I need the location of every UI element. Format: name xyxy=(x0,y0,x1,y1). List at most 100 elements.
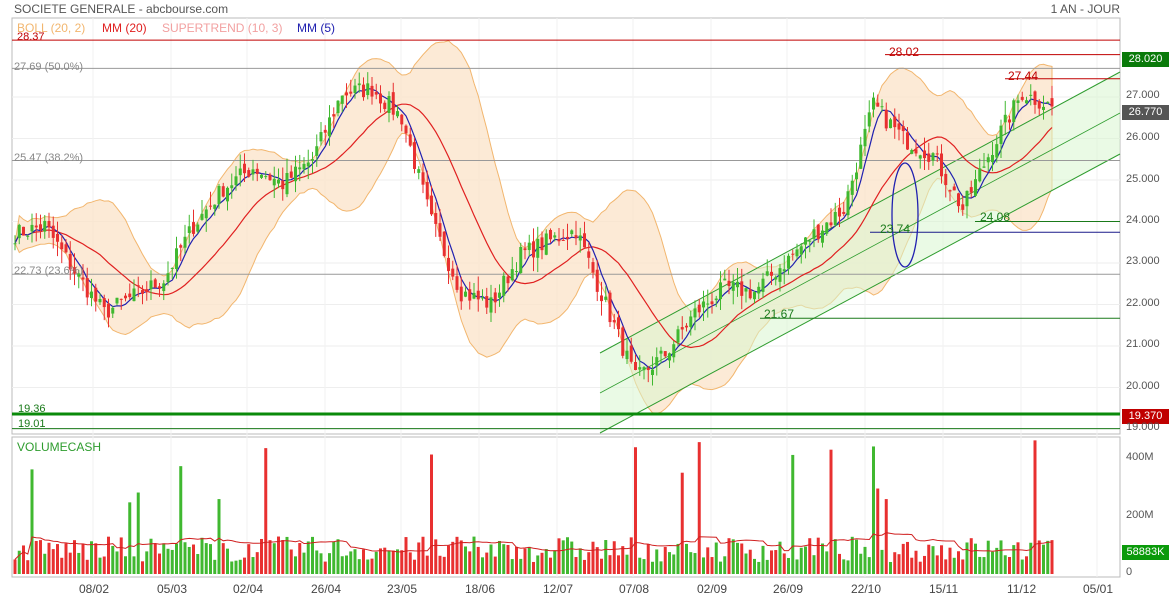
volume-bar xyxy=(889,561,892,574)
volume-bar xyxy=(425,555,429,574)
candle-body xyxy=(107,303,110,318)
candle-body xyxy=(468,289,472,301)
candle-body xyxy=(213,204,217,209)
volume-bar xyxy=(1037,540,1041,574)
volume-bar xyxy=(914,550,918,574)
annotation-28-02: 28.02 xyxy=(889,45,920,59)
candle-body xyxy=(727,280,731,287)
volume-bar xyxy=(396,549,399,574)
x-tick-0501: 05/01 xyxy=(1083,582,1114,596)
x-tick-2305: 23/05 xyxy=(387,582,418,596)
candle-body xyxy=(748,289,752,299)
highlight-ellipse xyxy=(891,162,919,268)
volume-bar xyxy=(34,540,38,574)
volume-bar xyxy=(816,537,820,574)
y-tick-24: 24.000 xyxy=(1126,214,1160,226)
candle-body xyxy=(510,269,514,281)
y-tick-26: 26.000 xyxy=(1126,131,1160,143)
channel-fill xyxy=(600,72,1120,433)
candle-body xyxy=(234,176,238,186)
volume-bar xyxy=(421,536,425,574)
chart-title: SOCIETE GENERALE - abcbourse.com xyxy=(14,2,229,16)
candle-body xyxy=(217,185,221,205)
volume-bar xyxy=(13,559,17,574)
volume-bar xyxy=(1042,544,1045,574)
volume-bar xyxy=(200,537,204,574)
candle-body xyxy=(128,293,132,298)
candle-body xyxy=(336,100,340,114)
candle-body xyxy=(846,191,850,216)
candle-body xyxy=(255,168,259,174)
volume-bar xyxy=(612,541,616,574)
candle-body xyxy=(757,286,761,294)
candle-body xyxy=(124,295,127,299)
candle-body xyxy=(778,268,782,282)
volume-bar xyxy=(1029,542,1033,574)
candle-body xyxy=(68,253,72,270)
volume-bar xyxy=(251,557,255,574)
volume-bar xyxy=(383,547,387,574)
x-tick-0802: 08/02 xyxy=(79,582,110,596)
volume-bar xyxy=(498,540,501,574)
candle-body xyxy=(306,162,310,167)
candle-body xyxy=(425,182,429,200)
volume-tick-0: 0 xyxy=(1126,566,1133,578)
candle-body xyxy=(170,268,174,270)
candle-body xyxy=(47,220,51,228)
volume-bar xyxy=(659,561,663,574)
volume-bar xyxy=(153,543,157,574)
volume-bar xyxy=(255,552,259,574)
level-label-fib382: 25.47 (38.2%) xyxy=(14,152,84,164)
volume-bar xyxy=(1046,540,1050,574)
candle-body xyxy=(370,85,374,97)
volume-tick-200m: 200M xyxy=(1126,509,1154,521)
volume-bar xyxy=(629,537,633,574)
volume-bar xyxy=(685,543,688,574)
candle-body xyxy=(935,153,939,155)
volume-bar xyxy=(230,561,234,574)
y-tick-22: 22.000 xyxy=(1126,297,1160,309)
candle-body xyxy=(744,288,748,292)
candle-body xyxy=(553,235,557,238)
volume-bar xyxy=(43,553,47,574)
volume-bar xyxy=(825,551,829,574)
candle-body xyxy=(995,144,999,158)
annotation-23-74: 23.74 xyxy=(880,222,911,236)
candle-body xyxy=(884,109,888,129)
volume-bar xyxy=(880,549,884,574)
candle-body xyxy=(175,248,178,269)
candle-body xyxy=(493,292,497,303)
candle-body xyxy=(145,289,149,293)
volume-bar xyxy=(842,559,846,574)
volume-bar xyxy=(935,555,939,574)
candle-body xyxy=(515,271,518,273)
volume-bar xyxy=(485,552,489,574)
volume-bar xyxy=(192,544,195,574)
candle-body xyxy=(1042,106,1045,110)
candle-body xyxy=(264,176,268,178)
volume-bar xyxy=(128,502,132,574)
volume-bar xyxy=(829,449,833,574)
volume-bar xyxy=(336,539,340,574)
candle-body xyxy=(519,246,523,273)
candle-body xyxy=(81,277,85,280)
candle-body xyxy=(782,269,786,272)
candle-body xyxy=(719,282,722,300)
volume-bar xyxy=(238,559,242,574)
volume-bar xyxy=(570,541,574,574)
volume-bar xyxy=(468,551,472,574)
volume-bar xyxy=(719,561,722,574)
candle-body xyxy=(583,233,586,248)
volume-bar xyxy=(710,557,714,574)
x-tick-2609: 26/09 xyxy=(773,582,804,596)
candle-body xyxy=(438,223,442,237)
candle-body xyxy=(277,179,280,184)
candle-body xyxy=(591,262,595,273)
candle-body xyxy=(102,298,106,308)
volume-bar xyxy=(986,540,990,574)
candle-body xyxy=(689,316,693,327)
candle-body xyxy=(986,157,990,163)
candle-body xyxy=(464,291,467,297)
candle-body xyxy=(1012,100,1016,123)
y-tick-21: 21.000 xyxy=(1126,338,1160,350)
